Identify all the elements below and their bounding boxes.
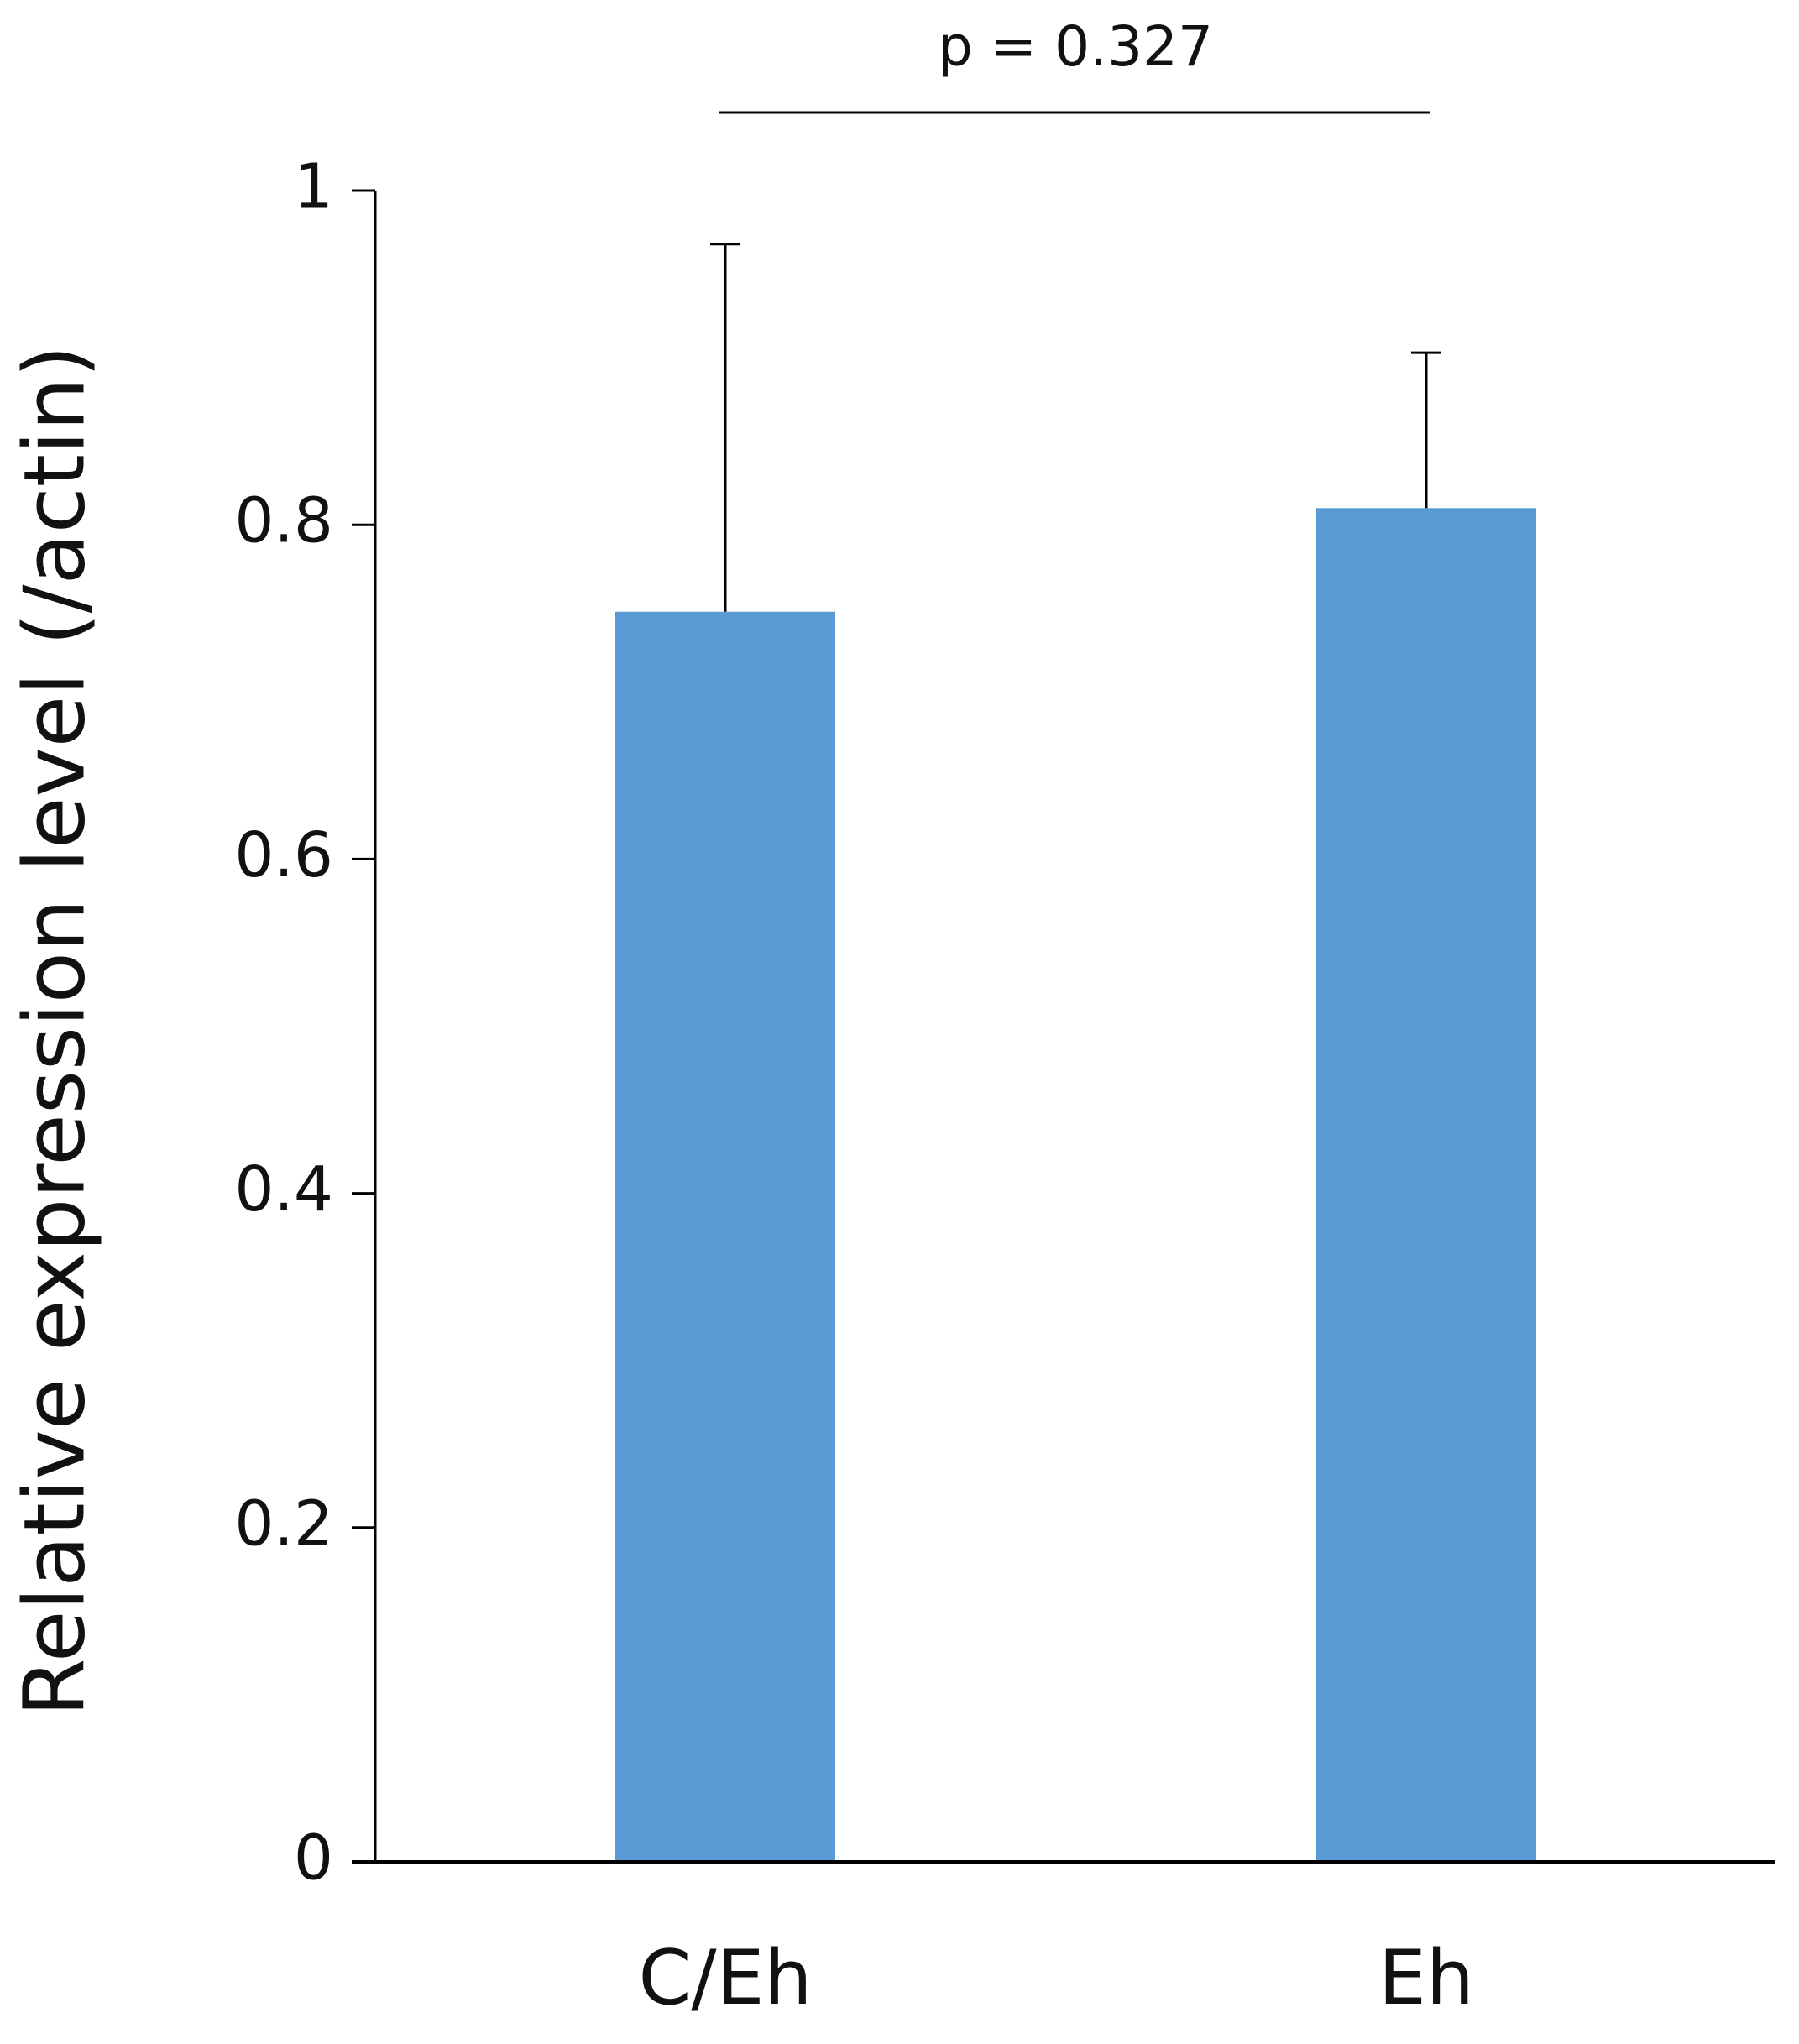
- y-tick-label: 0.8: [234, 485, 333, 557]
- error-bar: [1411, 351, 1441, 509]
- y-tick-label: 0.2: [234, 1487, 333, 1560]
- error-bar: [710, 243, 740, 612]
- x-tick-label: Eh: [1378, 1934, 1474, 2022]
- y-tick-label: 0.6: [234, 819, 333, 891]
- y-tick-label: 0: [294, 1822, 333, 1895]
- y-tick-label: 1: [294, 151, 333, 223]
- p-value-annotation: p = 0.327: [938, 14, 1213, 79]
- x-tick-label: C/Eh: [638, 1934, 812, 2022]
- bar: [1316, 508, 1536, 1862]
- y-tick-label: 0.4: [234, 1153, 333, 1226]
- y-axis-label: Relative expression level (/actin): [5, 345, 103, 1717]
- bar: [615, 611, 835, 1863]
